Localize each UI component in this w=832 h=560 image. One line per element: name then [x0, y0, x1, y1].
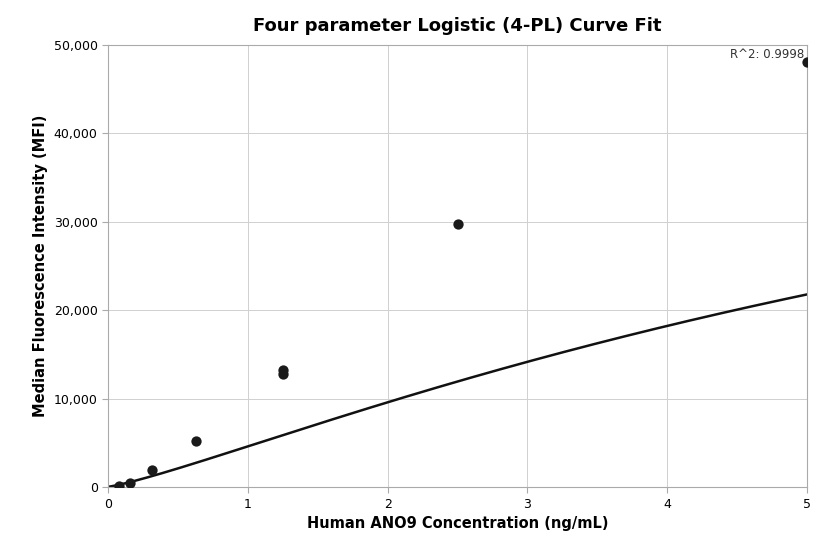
Y-axis label: Median Fluorescence Intensity (MFI): Median Fluorescence Intensity (MFI): [33, 115, 48, 417]
Point: [276, 370, 290, 379]
Point: [123, 478, 136, 487]
Text: R^2: 0.9998: R^2: 0.9998: [730, 48, 805, 62]
Point: [276, 366, 290, 375]
X-axis label: Human ANO9 Concentration (ng/mL): Human ANO9 Concentration (ng/mL): [307, 516, 608, 531]
Point: [189, 437, 202, 446]
Point: [146, 465, 159, 474]
Point: [800, 58, 814, 67]
Point: [112, 482, 126, 491]
Point: [451, 219, 464, 228]
Title: Four parameter Logistic (4-PL) Curve Fit: Four parameter Logistic (4-PL) Curve Fit: [254, 17, 661, 35]
